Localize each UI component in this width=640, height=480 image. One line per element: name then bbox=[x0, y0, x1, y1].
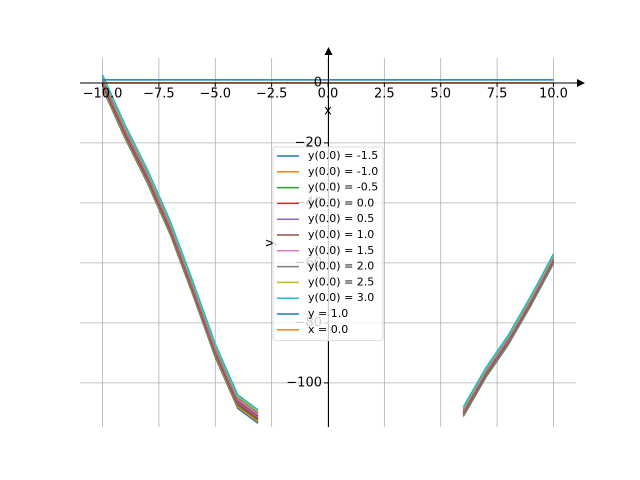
y-axis-label: y bbox=[263, 239, 278, 247]
x-tick-label: −5.0 bbox=[199, 86, 231, 101]
x-tick-label: 2.5 bbox=[374, 86, 395, 101]
x-tick-label: 5.0 bbox=[430, 86, 451, 101]
legend-label: y(0.0) = 2.5 bbox=[308, 275, 374, 288]
legend-label: x = 0.0 bbox=[308, 323, 348, 336]
legend-label: y(0.0) = 0.5 bbox=[308, 212, 374, 225]
y-tick-label: −100 bbox=[286, 375, 322, 390]
x-tick-label: −10.0 bbox=[83, 86, 123, 101]
x-tick-label: −2.5 bbox=[256, 86, 288, 101]
legend-label: y(0.0) = 1.0 bbox=[308, 228, 374, 241]
x-axis-label: x bbox=[324, 104, 332, 119]
x-tick-label: 10.0 bbox=[539, 86, 568, 101]
x-axis-arrow bbox=[577, 79, 585, 87]
legend-label: y(0.0) = 0.0 bbox=[308, 196, 374, 209]
y-axis-arrow bbox=[324, 47, 333, 55]
y-tick-label: 0 bbox=[314, 75, 322, 90]
x-tick-label: 7.5 bbox=[487, 86, 508, 101]
legend-label: y(0.0) = -0.5 bbox=[308, 181, 378, 194]
x-tick-label: 0.0 bbox=[318, 86, 339, 101]
legend-label: y(0.0) = 3.0 bbox=[308, 291, 374, 304]
legend-label: y(0.0) = 2.0 bbox=[308, 260, 374, 273]
legend-label: y = 1.0 bbox=[308, 307, 348, 320]
legend-label: y(0.0) = -1.0 bbox=[308, 165, 378, 178]
x-tick-label: −7.5 bbox=[143, 86, 175, 101]
legend-label: y(0.0) = -1.5 bbox=[308, 149, 378, 162]
legend-label: y(0.0) = 1.5 bbox=[308, 244, 374, 257]
series-line bbox=[101, 74, 555, 411]
legend-box bbox=[272, 146, 384, 342]
